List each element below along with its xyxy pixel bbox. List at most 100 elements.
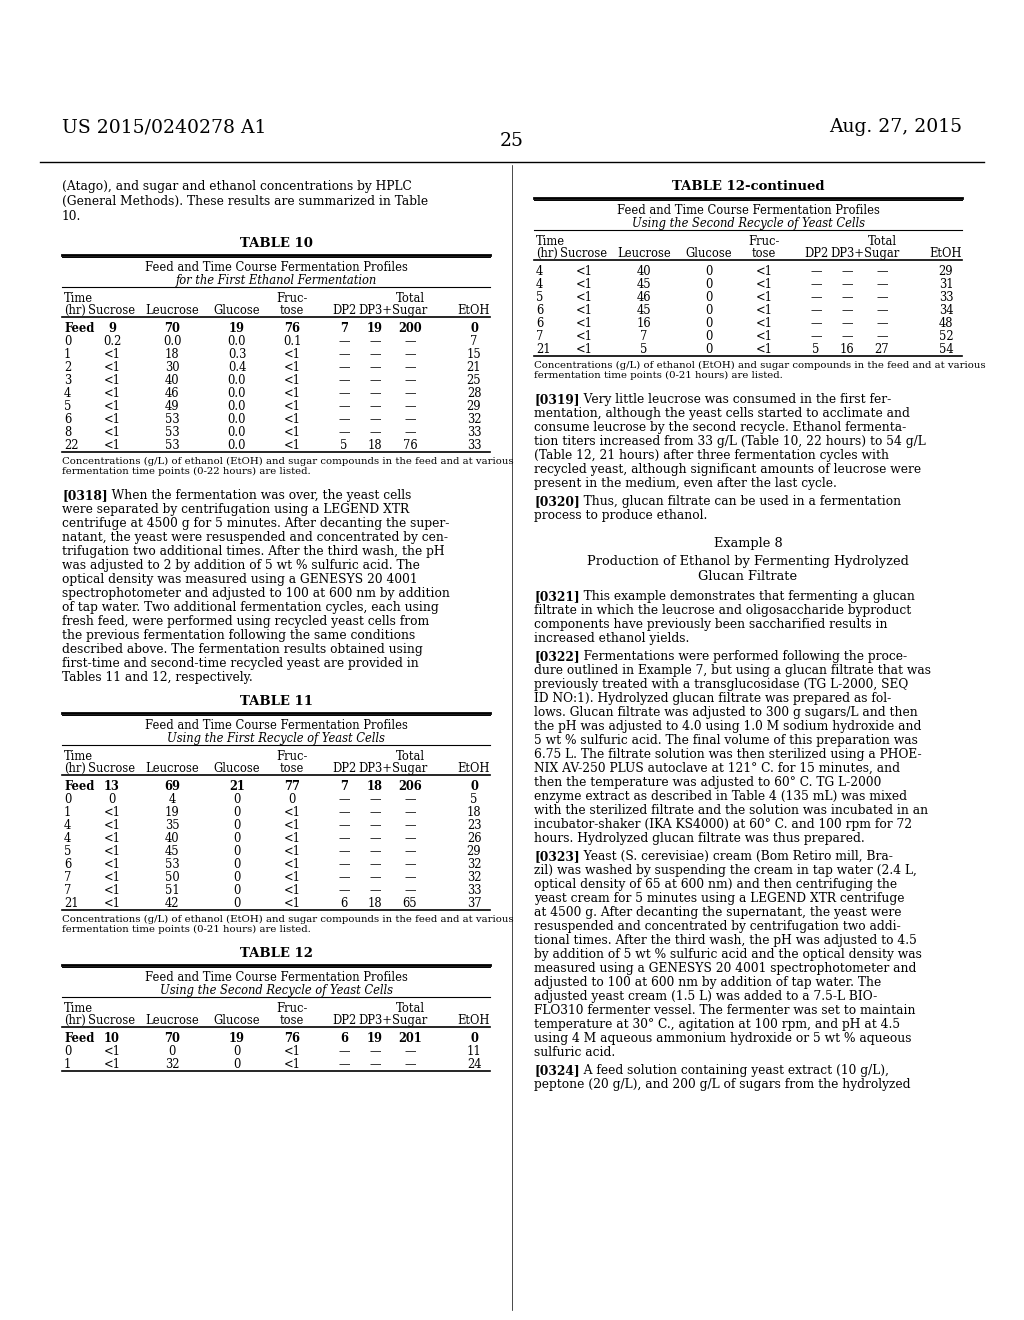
Text: 0.0: 0.0 xyxy=(227,335,246,348)
Text: 21: 21 xyxy=(229,780,245,793)
Text: —: — xyxy=(370,845,381,858)
Text: <1: <1 xyxy=(284,884,300,898)
Text: —: — xyxy=(338,807,350,818)
Text: 0.0: 0.0 xyxy=(227,374,246,387)
Text: 201: 201 xyxy=(398,1032,422,1045)
Text: <1: <1 xyxy=(756,330,772,343)
Text: Fruc-: Fruc- xyxy=(276,292,307,305)
Text: DP3+: DP3+ xyxy=(358,1014,392,1027)
Text: 4: 4 xyxy=(63,832,72,845)
Text: 3: 3 xyxy=(63,374,72,387)
Text: 0: 0 xyxy=(706,317,713,330)
Text: —: — xyxy=(404,426,416,440)
Text: <1: <1 xyxy=(575,290,593,304)
Text: 15: 15 xyxy=(467,348,481,360)
Text: 6: 6 xyxy=(63,413,72,426)
Text: 0: 0 xyxy=(470,780,478,793)
Text: —: — xyxy=(338,335,350,348)
Text: 10.: 10. xyxy=(62,210,81,223)
Text: DP3+: DP3+ xyxy=(358,304,392,317)
Text: 6: 6 xyxy=(536,317,544,330)
Text: —: — xyxy=(810,265,821,279)
Text: —: — xyxy=(370,1059,381,1071)
Text: —: — xyxy=(404,858,416,871)
Text: 48: 48 xyxy=(939,317,953,330)
Text: enzyme extract as described in Table 4 (135 mL) was mixed: enzyme extract as described in Table 4 (… xyxy=(534,789,907,803)
Text: centrifuge at 4500 g for 5 minutes. After decanting the super-: centrifuge at 4500 g for 5 minutes. Afte… xyxy=(62,517,450,531)
Text: 6.75 L. The filtrate solution was then sterilized using a PHOE-: 6.75 L. The filtrate solution was then s… xyxy=(534,748,922,762)
Text: Glucose: Glucose xyxy=(214,304,260,317)
Text: —: — xyxy=(810,279,821,290)
Text: (hr): (hr) xyxy=(63,304,86,317)
Text: <1: <1 xyxy=(575,330,593,343)
Text: <1: <1 xyxy=(103,440,121,451)
Text: <1: <1 xyxy=(103,387,121,400)
Text: with the sterilized filtrate and the solution was incubated in an: with the sterilized filtrate and the sol… xyxy=(534,804,928,817)
Text: —: — xyxy=(370,360,381,374)
Text: 206: 206 xyxy=(398,780,422,793)
Text: fermentation time points (0-22 hours) are listed.: fermentation time points (0-22 hours) ar… xyxy=(62,467,310,477)
Text: 19: 19 xyxy=(165,807,179,818)
Text: Feed and Time Course Fermentation Profiles: Feed and Time Course Fermentation Profil… xyxy=(616,205,880,216)
Text: DP2: DP2 xyxy=(332,304,356,317)
Text: Leucrose: Leucrose xyxy=(145,1014,199,1027)
Text: Using the Second Recycle of Yeast Cells: Using the Second Recycle of Yeast Cells xyxy=(632,216,864,230)
Text: 32: 32 xyxy=(467,871,481,884)
Text: [0324]: [0324] xyxy=(534,1064,580,1077)
Text: DP3+: DP3+ xyxy=(358,762,392,775)
Text: 5: 5 xyxy=(812,343,819,356)
Text: 7: 7 xyxy=(470,335,477,348)
Text: zil) was washed by suspending the cream in tap water (2.4 L,: zil) was washed by suspending the cream … xyxy=(534,865,916,876)
Text: 29: 29 xyxy=(467,845,481,858)
Text: 7: 7 xyxy=(63,884,72,898)
Text: Total: Total xyxy=(395,292,425,305)
Text: —: — xyxy=(370,884,381,898)
Text: —: — xyxy=(404,374,416,387)
Text: —: — xyxy=(842,265,853,279)
Text: 0.0: 0.0 xyxy=(163,335,181,348)
Text: Sucrose: Sucrose xyxy=(88,762,135,775)
Text: 0.4: 0.4 xyxy=(227,360,246,374)
Text: 31: 31 xyxy=(939,279,953,290)
Text: Example 8: Example 8 xyxy=(714,537,782,550)
Text: —: — xyxy=(338,1045,350,1059)
Text: 8: 8 xyxy=(63,426,72,440)
Text: 0.0: 0.0 xyxy=(227,440,246,451)
Text: by addition of 5 wt % sulfuric acid and the optical density was: by addition of 5 wt % sulfuric acid and … xyxy=(534,948,922,961)
Text: 21: 21 xyxy=(536,343,551,356)
Text: tion titers increased from 33 g/L (Table 10, 22 hours) to 54 g/L: tion titers increased from 33 g/L (Table… xyxy=(534,436,926,447)
Text: 52: 52 xyxy=(939,330,953,343)
Text: Sucrose: Sucrose xyxy=(88,304,135,317)
Text: 0: 0 xyxy=(63,1045,72,1059)
Text: —: — xyxy=(404,387,416,400)
Text: 18: 18 xyxy=(368,440,382,451)
Text: Tables 11 and 12, respectively.: Tables 11 and 12, respectively. xyxy=(62,671,253,684)
Text: 42: 42 xyxy=(165,898,179,909)
Text: <1: <1 xyxy=(284,360,300,374)
Text: Time: Time xyxy=(536,235,565,248)
Text: 0.0: 0.0 xyxy=(227,387,246,400)
Text: —: — xyxy=(370,400,381,413)
Text: 0: 0 xyxy=(233,858,241,871)
Text: adjusted to 100 at 600 nm by addition of tap water. The: adjusted to 100 at 600 nm by addition of… xyxy=(534,975,882,989)
Text: (hr): (hr) xyxy=(63,762,86,775)
Text: <1: <1 xyxy=(756,317,772,330)
Text: then the temperature was adjusted to 60° C. TG L-2000: then the temperature was adjusted to 60°… xyxy=(534,776,882,789)
Text: were separated by centrifugation using a LEGEND XTR: were separated by centrifugation using a… xyxy=(62,503,410,516)
Text: <1: <1 xyxy=(756,290,772,304)
Text: 29: 29 xyxy=(939,265,953,279)
Text: <1: <1 xyxy=(756,343,772,356)
Text: —: — xyxy=(338,387,350,400)
Text: 53: 53 xyxy=(165,413,179,426)
Text: Feed: Feed xyxy=(63,780,94,793)
Text: 50: 50 xyxy=(165,871,179,884)
Text: tional times. After the third wash, the pH was adjusted to 4.5: tional times. After the third wash, the … xyxy=(534,935,916,946)
Text: 10: 10 xyxy=(104,1032,120,1045)
Text: 0: 0 xyxy=(289,793,296,807)
Text: —: — xyxy=(338,360,350,374)
Text: the pH was adjusted to 4.0 using 1.0 M sodium hydroxide and: the pH was adjusted to 4.0 using 1.0 M s… xyxy=(534,719,922,733)
Text: consume leucrose by the second recycle. Ethanol fermenta-: consume leucrose by the second recycle. … xyxy=(534,421,906,434)
Text: 6: 6 xyxy=(536,304,544,317)
Text: optical density of 65 at 600 nm) and then centrifuging the: optical density of 65 at 600 nm) and the… xyxy=(534,878,897,891)
Text: fresh feed, were performed using recycled yeast cells from: fresh feed, were performed using recycle… xyxy=(62,615,429,628)
